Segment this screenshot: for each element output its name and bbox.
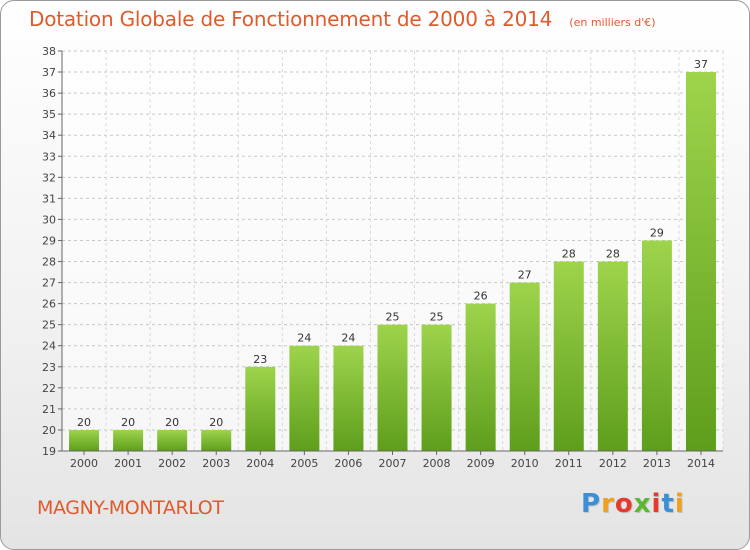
x-tick-label: 2002 [158, 457, 186, 470]
proxiti-logo: Proxiti [581, 489, 685, 519]
bar-value-label: 29 [650, 226, 664, 239]
x-tick-label: 2008 [423, 457, 451, 470]
x-tick-label: 2006 [334, 457, 362, 470]
y-tick-label: 38 [42, 45, 56, 58]
bar [685, 72, 716, 451]
x-tick-label: 2013 [643, 457, 671, 470]
bar-value-label: 20 [165, 416, 179, 429]
chart-title-block: Dotation Globale de Fonctionnement de 20… [29, 7, 656, 31]
bar [157, 429, 188, 451]
y-tick-label: 34 [42, 129, 56, 142]
bar [69, 429, 100, 451]
bar-value-label: 23 [253, 353, 267, 366]
y-tick-label: 32 [42, 171, 56, 184]
bar [553, 261, 584, 451]
bar [245, 366, 276, 451]
bar-value-label: 24 [297, 332, 311, 345]
bar-value-label: 20 [209, 416, 223, 429]
bar [509, 282, 540, 451]
bar [465, 303, 496, 451]
chart-title: Dotation Globale de Fonctionnement de 20… [29, 7, 553, 31]
y-tick-label: 36 [42, 87, 56, 100]
x-tick-label: 2012 [599, 457, 627, 470]
y-tick-label: 22 [42, 382, 56, 395]
bar-value-label: 28 [562, 248, 576, 261]
y-tick-label: 28 [42, 256, 56, 269]
bar [421, 324, 452, 451]
bar-value-label: 37 [694, 58, 708, 71]
bar-value-label: 26 [474, 290, 488, 303]
x-tick-label: 2001 [114, 457, 142, 470]
x-tick-label: 2014 [687, 457, 715, 470]
bar [333, 345, 364, 451]
x-tick-label: 2007 [379, 457, 407, 470]
bar-value-label: 25 [386, 311, 400, 324]
bar-value-label: 20 [121, 416, 135, 429]
logo-letter: x [633, 489, 652, 519]
y-tick-label: 19 [42, 445, 56, 458]
y-tick-label: 24 [42, 340, 56, 353]
bar [201, 429, 232, 451]
x-tick-label: 2005 [290, 457, 318, 470]
logo-letter: i [674, 489, 685, 519]
bar [377, 324, 408, 451]
y-tick-label: 25 [42, 319, 56, 332]
logo-letter: t [661, 489, 675, 519]
y-tick-label: 31 [42, 192, 56, 205]
logo-letter: P [581, 489, 602, 519]
y-tick-label: 21 [42, 403, 56, 416]
x-tick-label: 2000 [70, 457, 98, 470]
bar-value-label: 25 [430, 311, 444, 324]
bar-value-label: 27 [518, 269, 532, 282]
bar-value-label: 28 [606, 248, 620, 261]
y-tick-label: 26 [42, 298, 56, 311]
bar [113, 429, 144, 451]
chart-unit: (en milliers d'€) [569, 16, 656, 29]
x-tick-label: 2011 [555, 457, 583, 470]
x-tick-label: 2004 [246, 457, 274, 470]
y-tick-label: 37 [42, 66, 56, 79]
y-tick-label: 23 [42, 361, 56, 374]
bar [641, 240, 672, 451]
y-tick-label: 27 [42, 277, 56, 290]
x-tick-label: 2003 [202, 457, 230, 470]
town-name: MAGNY-MONTARLOT [37, 497, 224, 519]
logo-letter: r [601, 489, 615, 519]
y-tick-label: 30 [42, 213, 56, 226]
y-tick-label: 29 [42, 234, 56, 247]
bar-value-label: 24 [341, 332, 355, 345]
logo-letter: o [614, 489, 634, 519]
bar [289, 345, 320, 451]
y-tick-label: 20 [42, 424, 56, 437]
x-tick-label: 2009 [467, 457, 495, 470]
bar [597, 261, 628, 451]
x-tick-label: 2010 [511, 457, 539, 470]
y-tick-label: 35 [42, 108, 56, 121]
y-tick-label: 33 [42, 150, 56, 163]
bar-value-label: 20 [77, 416, 91, 429]
logo-letter: i [651, 489, 662, 519]
